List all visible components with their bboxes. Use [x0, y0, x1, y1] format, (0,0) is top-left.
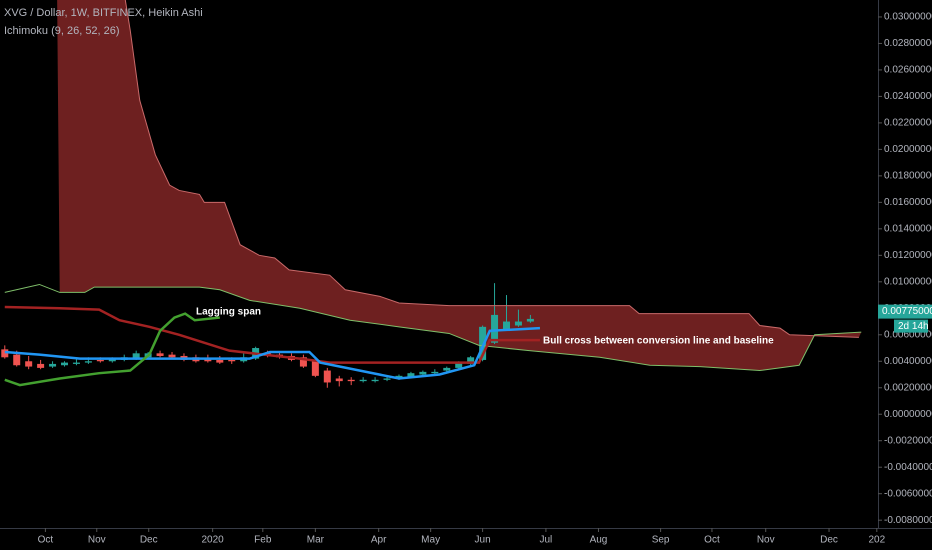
- candle-body: [491, 314, 499, 343]
- y-tick-label: 0.01400000: [884, 223, 932, 234]
- candle-body: [132, 353, 140, 359]
- candle-body: [323, 370, 331, 383]
- candle-body: [502, 321, 510, 330]
- y-tick-label: -0.00200000: [884, 435, 932, 446]
- indicator-line: [4, 312, 220, 387]
- y-tick-label: 0.01800000: [884, 171, 932, 182]
- candle-body: [514, 321, 522, 326]
- plot-area: [1, 0, 862, 388]
- candle-body: [467, 357, 475, 364]
- candle-body: [431, 371, 439, 374]
- candle-body: [168, 354, 176, 358]
- candle-body: [311, 361, 319, 376]
- x-tick-label: Oct: [704, 535, 720, 546]
- x-tick-label: Apr: [371, 535, 387, 546]
- countdown-box: [894, 319, 928, 333]
- candle-body: [61, 362, 69, 366]
- x-tick-label: Sep: [652, 535, 670, 546]
- y-tick-label: 0.03000000: [884, 12, 932, 23]
- y-tick-label: -0.00600000: [884, 488, 932, 499]
- indicator-line: [4, 305, 540, 364]
- y-tick-label: 0.00400000: [884, 356, 932, 367]
- x-tick-label: Aug: [590, 535, 608, 546]
- candle-body: [479, 326, 487, 360]
- y-tick-label: -0.00400000: [884, 462, 932, 473]
- candle-body: [443, 367, 451, 371]
- ichimoku-cloud: [57, 0, 862, 371]
- candle-body: [25, 361, 33, 367]
- chart-title: XVG / Dollar, 1W, BITFINEX, Heikin Ashi: [4, 7, 203, 19]
- candle-body: [371, 379, 379, 382]
- candle-body: [72, 362, 80, 364]
- y-tick-label: 0.02000000: [884, 144, 932, 155]
- y-tick-label: 0.00000000: [884, 409, 932, 420]
- candle-body: [216, 359, 224, 363]
- x-tick-label: Dec: [140, 535, 158, 546]
- x-tick-label: 2020: [202, 535, 225, 546]
- candle-body: [407, 373, 415, 378]
- candle-body: [204, 358, 212, 362]
- x-tick-label: Dec: [820, 535, 838, 546]
- x-tick-label: Nov: [757, 535, 775, 546]
- y-tick-label: -0.00800000: [884, 515, 932, 526]
- countdown: 2d 14h: [898, 321, 929, 332]
- candle-body: [156, 353, 164, 356]
- x-tick-label: Feb: [254, 535, 272, 546]
- y-tick-label: 0.02600000: [884, 65, 932, 76]
- y-tick-label: 0.00200000: [884, 382, 932, 393]
- candle-body: [395, 375, 403, 379]
- x-tick-label: Nov: [88, 535, 106, 546]
- y-tick-label: 0.01200000: [884, 250, 932, 261]
- x-tick-label: May: [421, 535, 440, 546]
- y-tick-label: 0.00600000: [884, 329, 932, 340]
- annotation: Lagging span: [196, 307, 261, 318]
- indicator-line: [4, 283, 862, 372]
- candle-body: [84, 361, 92, 363]
- candle-body: [37, 363, 45, 368]
- candle-body: [96, 359, 104, 362]
- candle-body: [347, 379, 355, 382]
- x-tick-label: Jul: [540, 535, 553, 546]
- x-tick-label: Oct: [38, 535, 54, 546]
- candle-body: [13, 354, 21, 366]
- y-tick-label: 0.02800000: [884, 38, 932, 49]
- indicator-line: [4, 326, 541, 380]
- price-label: 0.00775000: [882, 306, 932, 317]
- candle-body: [526, 318, 534, 322]
- candle-body: [1, 349, 9, 358]
- x-tick-label: 202: [868, 535, 885, 546]
- y-tick-label: 0.02200000: [884, 118, 932, 129]
- y-tick-label: 0.02400000: [884, 91, 932, 102]
- candle-body: [335, 378, 343, 382]
- candle-body: [228, 359, 236, 362]
- candle-body: [455, 362, 463, 368]
- indicator-line: [124, 0, 859, 338]
- x-tick-label: Jun: [475, 535, 491, 546]
- y-tick-label: 0.01000000: [884, 276, 932, 287]
- candle-body: [383, 378, 391, 380]
- indicator-legend: Ichimoku (9, 26, 52, 26): [4, 25, 120, 37]
- x-tick-label: Mar: [307, 535, 325, 546]
- candle-body: [49, 363, 57, 367]
- annotation: Bull cross between conversion line and b…: [543, 336, 774, 347]
- candle-body: [419, 371, 427, 375]
- price-label-box: [878, 304, 932, 319]
- candle-body: [108, 358, 116, 362]
- candle-body: [299, 357, 307, 367]
- candle-body: [359, 379, 367, 382]
- y-tick-label: 0.01600000: [884, 197, 932, 208]
